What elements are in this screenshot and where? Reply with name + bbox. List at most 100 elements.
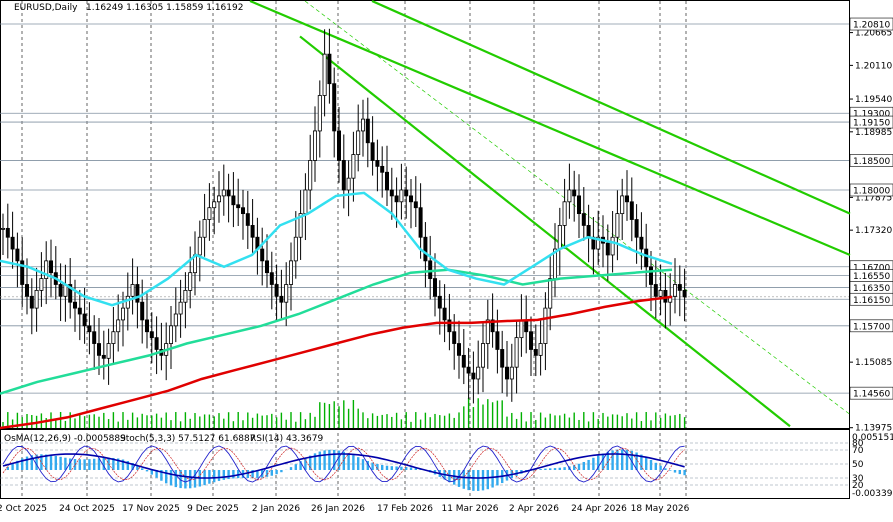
volume-bar xyxy=(65,421,66,428)
volume-bar xyxy=(506,417,507,428)
x-tick-label: 2 Oct 2025 xyxy=(0,504,47,514)
volume-bar xyxy=(425,413,426,428)
candle-body xyxy=(405,190,408,196)
candle-body xyxy=(304,190,307,214)
x-tick-label: 2 Jan 2026 xyxy=(252,504,300,514)
volume-bar xyxy=(463,406,464,428)
osma-bar xyxy=(683,470,685,475)
candle-body xyxy=(481,344,484,368)
candle-body xyxy=(635,220,638,238)
candle-body xyxy=(102,355,105,358)
osma-bar xyxy=(59,457,61,470)
volume-bar xyxy=(122,412,123,428)
osma-bar xyxy=(487,470,489,489)
candle-body xyxy=(337,131,340,161)
x-tick-label: 2 Apr 2026 xyxy=(509,504,559,514)
candle-body xyxy=(390,190,393,196)
volume-bar xyxy=(98,417,99,428)
osma-bar xyxy=(587,460,589,470)
candle-body xyxy=(510,367,513,379)
volume-bar xyxy=(670,416,671,428)
candle-body xyxy=(117,320,120,332)
candle-body xyxy=(328,54,331,84)
osc-level-label: 50 xyxy=(852,460,864,470)
volume-bar xyxy=(420,420,421,428)
candle-body xyxy=(520,320,523,338)
osma-bar xyxy=(323,450,325,470)
osma-bar xyxy=(290,467,292,470)
osma-bar xyxy=(664,468,666,470)
volume-bar xyxy=(646,412,647,428)
candle-body xyxy=(11,237,14,249)
osma-bar xyxy=(496,470,498,485)
candle-body xyxy=(241,208,244,214)
osma-bar xyxy=(645,457,647,470)
volume-bar xyxy=(348,409,349,428)
level-label: 1.18000 xyxy=(853,186,890,196)
candle-body xyxy=(16,249,19,261)
osma-bar xyxy=(83,459,85,470)
candle-body xyxy=(549,279,552,309)
volume-bar xyxy=(74,418,75,428)
volume-bar xyxy=(180,421,181,428)
candle-body xyxy=(501,349,504,367)
volume-bar xyxy=(554,415,555,428)
stoch-label: Stoch(5,3,3) 57.5127 61.6887 xyxy=(120,434,255,444)
volume-bar xyxy=(607,417,608,428)
volume-bar xyxy=(310,413,311,428)
volume-bar xyxy=(209,415,210,428)
candle-body xyxy=(539,344,542,356)
volume-bar xyxy=(199,416,200,428)
osma-bar xyxy=(386,466,388,470)
candle-body xyxy=(227,190,230,196)
volume-bar xyxy=(626,413,627,428)
osma-bar xyxy=(227,470,229,479)
candle-body xyxy=(616,214,619,238)
osma-bar xyxy=(165,470,167,483)
volume-bar xyxy=(406,412,407,428)
osc-level-label: 70 xyxy=(852,446,864,456)
osma-bar xyxy=(184,470,186,488)
y-tick-label: 1.15085 xyxy=(855,358,892,368)
osma-bar xyxy=(539,469,541,470)
volume-bar xyxy=(175,412,176,428)
level-label: 1.16150 xyxy=(853,296,890,306)
candle-body xyxy=(438,296,441,308)
volume-bar xyxy=(617,415,618,428)
osma-bar xyxy=(381,465,383,470)
candle-body xyxy=(525,320,528,332)
candle-body xyxy=(381,166,384,172)
volume-bar xyxy=(84,416,85,428)
volume-bar xyxy=(444,416,445,428)
volume-bar xyxy=(151,416,152,428)
osma-bar xyxy=(391,466,393,470)
level-label: 1.14560 xyxy=(853,390,890,400)
candle-body xyxy=(352,155,355,179)
osma-bar xyxy=(11,464,13,470)
x-tick-label: 18 May 2026 xyxy=(631,504,690,514)
candle-body xyxy=(208,208,211,220)
candle-body xyxy=(496,332,499,350)
volume-bar xyxy=(324,403,325,428)
volume-bar xyxy=(127,420,128,428)
volume-bar xyxy=(492,402,493,428)
candle-body xyxy=(606,243,609,255)
osma-bar xyxy=(218,470,220,481)
volume-bar xyxy=(497,401,498,428)
osma-bar xyxy=(458,470,460,487)
volume-bar xyxy=(382,415,383,428)
volume-bar xyxy=(377,416,378,428)
candle-body xyxy=(213,202,216,208)
volume-bar xyxy=(46,418,47,428)
candle-body xyxy=(88,326,91,332)
volume-bar xyxy=(569,418,570,428)
volume-bar xyxy=(60,412,61,428)
volume-bar xyxy=(612,414,613,428)
candle-body xyxy=(625,196,628,202)
candle-body xyxy=(678,284,681,290)
osma-bar xyxy=(559,468,561,470)
y-tick-label: 1.19540 xyxy=(855,95,892,105)
osma-bar xyxy=(295,464,297,470)
candle-body xyxy=(246,214,249,226)
candle-body xyxy=(409,196,412,202)
